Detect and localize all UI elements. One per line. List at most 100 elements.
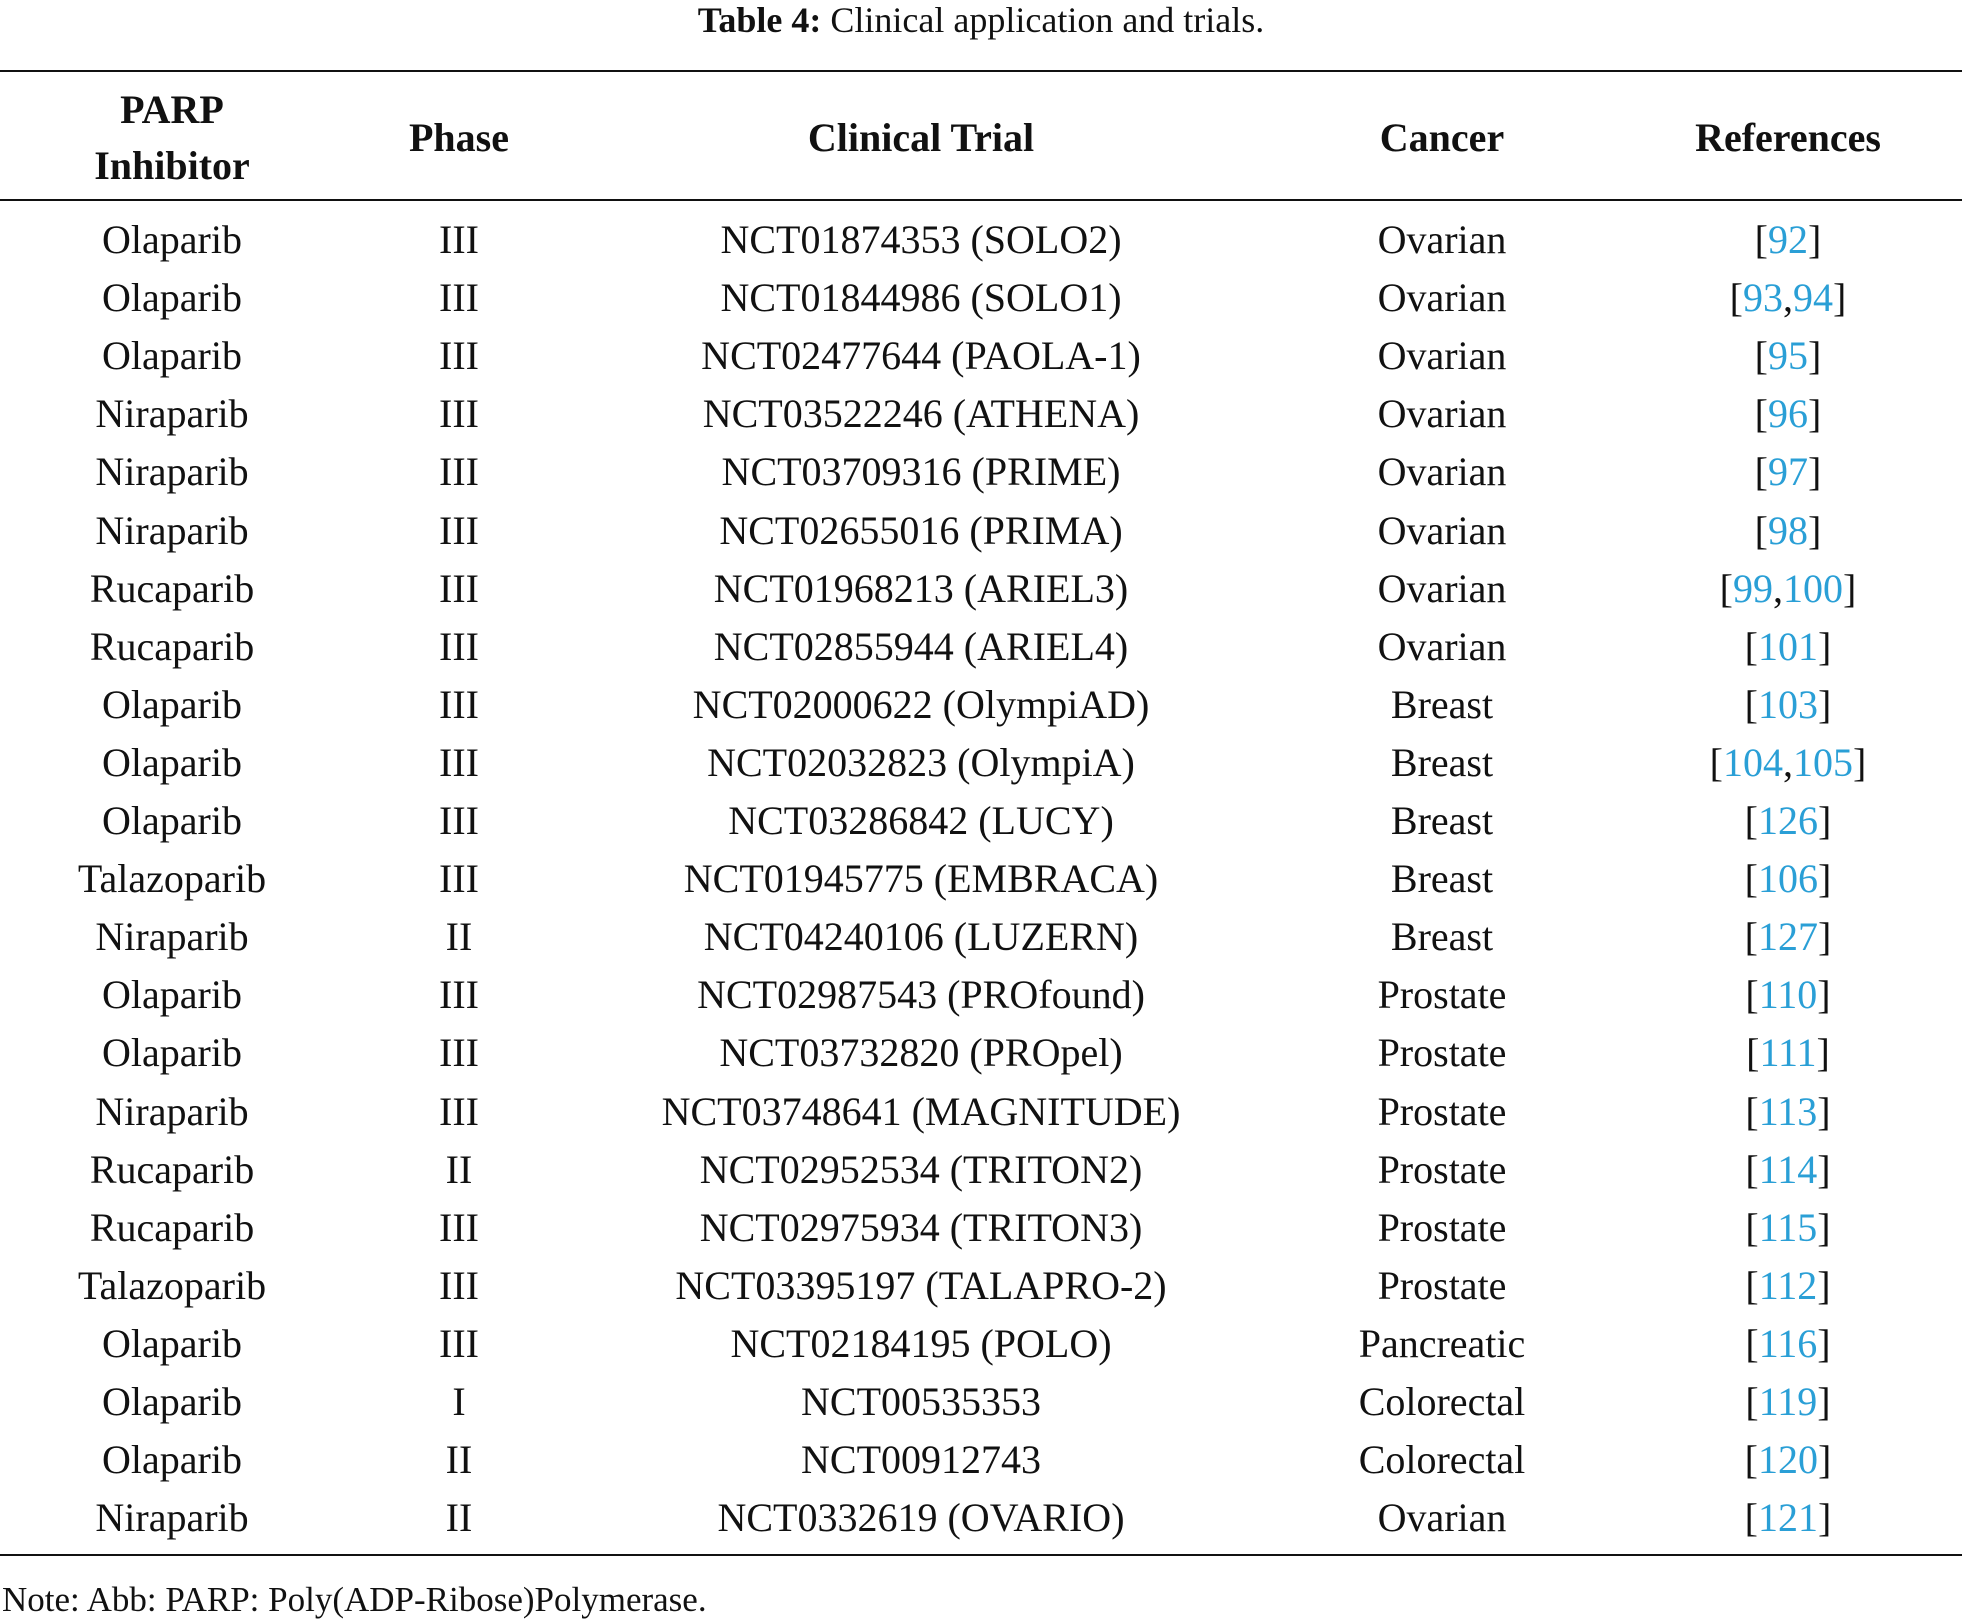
reference-cell: [115] bbox=[1745, 1204, 1830, 1252]
table-cell: Talazoparib bbox=[77, 1262, 267, 1308]
table-cell: Prostate bbox=[1377, 1146, 1507, 1192]
reference-link[interactable]: 104 bbox=[1723, 739, 1783, 785]
reference-punct: [ bbox=[1746, 1030, 1760, 1076]
reference-punct: [ bbox=[1744, 1495, 1758, 1541]
reference-link[interactable]: 111 bbox=[1759, 1030, 1817, 1076]
reference-cell: [110] bbox=[1745, 971, 1830, 1019]
caption-text: Clinical application and trials. bbox=[830, 0, 1265, 40]
table-cell: Olaparib bbox=[102, 275, 242, 321]
table-cell: III bbox=[439, 565, 479, 611]
reference-cell: [96] bbox=[1755, 390, 1822, 438]
reference-punct: , bbox=[1783, 275, 1793, 321]
table-cell: NCT01874353 (SOLO2) bbox=[720, 217, 1122, 262]
table-cell: Talazoparib bbox=[77, 856, 267, 902]
reference-link[interactable]: 96 bbox=[1768, 391, 1808, 437]
table-cell: Ovarian bbox=[1377, 623, 1507, 669]
reference-punct: [ bbox=[1744, 623, 1758, 669]
reference-cell: [92] bbox=[1755, 216, 1822, 264]
table-cell: Olaparib bbox=[102, 333, 242, 379]
reference-link[interactable]: 103 bbox=[1758, 681, 1818, 727]
reference-punct: , bbox=[1773, 565, 1783, 611]
reference-link[interactable]: 92 bbox=[1768, 217, 1808, 262]
reference-link[interactable]: 106 bbox=[1758, 856, 1818, 902]
reference-punct: ] bbox=[1808, 391, 1822, 437]
table-cell: Ovarian bbox=[1377, 1495, 1507, 1541]
reference-punct: [ bbox=[1754, 449, 1768, 495]
reference-link[interactable]: 114 bbox=[1758, 1146, 1818, 1192]
reference-link[interactable]: 113 bbox=[1758, 1088, 1818, 1134]
table-cell: Niraparib bbox=[95, 1495, 249, 1541]
table-cell: Pancreatic bbox=[1358, 1320, 1526, 1366]
reference-link[interactable]: 127 bbox=[1758, 914, 1818, 960]
table-cell: Ovarian bbox=[1377, 391, 1507, 437]
reference-punct: [ bbox=[1745, 1379, 1759, 1424]
table-cell: Olaparib bbox=[102, 972, 242, 1018]
table-cell: NCT01844986 (SOLO1) bbox=[720, 275, 1122, 321]
table-cell: Breast bbox=[1390, 739, 1494, 785]
reference-punct: ] bbox=[1818, 856, 1832, 902]
reference-punct: ] bbox=[1817, 972, 1831, 1018]
reference-link[interactable]: 126 bbox=[1758, 798, 1818, 843]
reference-punct: ] bbox=[1818, 1495, 1832, 1541]
reference-link[interactable]: 112 bbox=[1758, 1262, 1818, 1308]
table-cell: NCT03522246 (ATHENA) bbox=[702, 391, 1140, 437]
table-cell: III bbox=[439, 972, 479, 1018]
table-cell: III bbox=[439, 1262, 479, 1308]
reference-link[interactable]: 93 bbox=[1743, 275, 1783, 321]
table-cell: Rucaparib bbox=[89, 1146, 255, 1192]
table-cell: III bbox=[439, 333, 479, 379]
reference-punct: ] bbox=[1833, 275, 1847, 321]
reference-link[interactable]: 99 bbox=[1733, 565, 1773, 611]
reference-link[interactable]: 115 bbox=[1758, 1204, 1818, 1250]
table-cell: NCT02975934 (TRITON3) bbox=[699, 1204, 1143, 1250]
reference-punct: [ bbox=[1754, 333, 1768, 379]
reference-punct: [ bbox=[1719, 565, 1733, 611]
reference-link[interactable]: 101 bbox=[1758, 623, 1818, 669]
table-cell: NCT0332619 (OVARIO) bbox=[717, 1495, 1125, 1541]
reference-punct: [ bbox=[1745, 1320, 1759, 1366]
reference-cell: [93,94] bbox=[1730, 274, 1847, 322]
table-cell: III bbox=[439, 856, 479, 902]
table-cell: NCT01968213 (ARIEL3) bbox=[713, 565, 1129, 611]
header-rule bbox=[0, 199, 1962, 201]
table-cell: Breast bbox=[1390, 856, 1494, 902]
reference-link[interactable]: 120 bbox=[1758, 1437, 1818, 1483]
table-cell: Olaparib bbox=[102, 1379, 242, 1424]
reference-punct: ] bbox=[1817, 1146, 1831, 1192]
reference-link[interactable]: 100 bbox=[1783, 565, 1843, 611]
reference-link[interactable]: 121 bbox=[1758, 1495, 1818, 1541]
reference-link[interactable]: 105 bbox=[1793, 739, 1853, 785]
table-cell: III bbox=[439, 623, 479, 669]
table-cell: Rucaparib bbox=[89, 565, 255, 611]
reference-punct: ] bbox=[1817, 1262, 1831, 1308]
reference-punct: ] bbox=[1808, 333, 1822, 379]
reference-cell: [95] bbox=[1755, 332, 1822, 380]
reference-link[interactable]: 98 bbox=[1768, 507, 1808, 553]
table-cell: III bbox=[439, 217, 479, 262]
reference-link[interactable]: 110 bbox=[1758, 972, 1818, 1018]
reference-link[interactable]: 119 bbox=[1758, 1379, 1818, 1424]
table-cell: Olaparib bbox=[102, 217, 242, 262]
table-cell: Prostate bbox=[1377, 1030, 1507, 1076]
reference-link[interactable]: 116 bbox=[1758, 1320, 1818, 1366]
reference-link[interactable]: 95 bbox=[1768, 333, 1808, 379]
table-cell: Ovarian bbox=[1377, 507, 1507, 553]
table-cell: NCT02952534 (TRITON2) bbox=[699, 1146, 1143, 1192]
reference-cell: [116] bbox=[1745, 1320, 1830, 1368]
table-cell: NCT02855944 (ARIEL4) bbox=[713, 623, 1129, 669]
reference-link[interactable]: 97 bbox=[1768, 449, 1808, 495]
reference-punct: [ bbox=[1744, 856, 1758, 902]
reference-punct: [ bbox=[1754, 391, 1768, 437]
reference-cell: [104,105] bbox=[1710, 739, 1867, 787]
table-cell: Breast bbox=[1390, 681, 1494, 727]
reference-link[interactable]: 94 bbox=[1793, 275, 1833, 321]
table-cell: III bbox=[439, 449, 479, 495]
table-cell: III bbox=[439, 1088, 479, 1134]
bottom-rule bbox=[0, 1554, 1962, 1556]
table-cell: II bbox=[445, 1437, 473, 1483]
reference-punct: [ bbox=[1709, 739, 1723, 785]
table-cell: Ovarian bbox=[1377, 217, 1507, 262]
table-cell: NCT04240106 (LUZERN) bbox=[703, 914, 1139, 960]
table-cell: Olaparib bbox=[102, 1320, 242, 1366]
